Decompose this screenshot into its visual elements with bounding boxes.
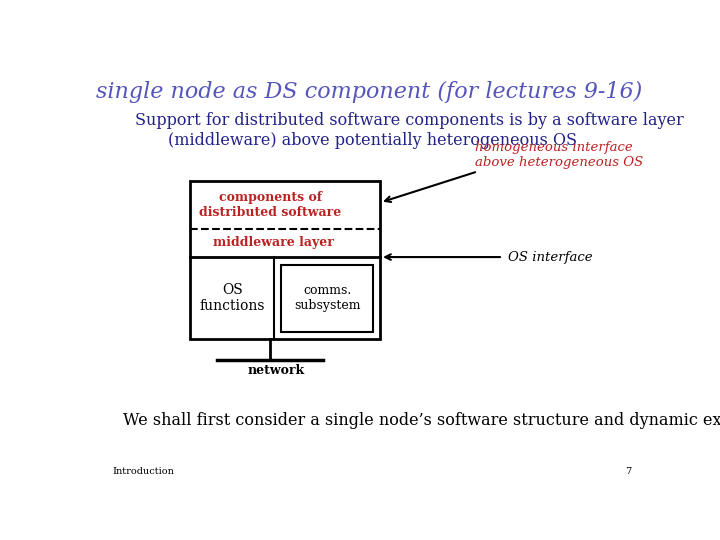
Text: Introduction: Introduction <box>112 467 174 476</box>
Bar <box>190 181 380 339</box>
Text: (middleware) above potentially heterogeneous OS: (middleware) above potentially heterogen… <box>168 132 577 149</box>
Text: components of
distributed software: components of distributed software <box>199 191 341 219</box>
Text: homogeneous interface
above heterogeneous OS: homogeneous interface above heterogeneou… <box>475 141 643 170</box>
Text: OS
functions: OS functions <box>199 283 265 313</box>
Text: 7: 7 <box>625 467 631 476</box>
Text: network: network <box>247 364 305 377</box>
Bar <box>281 265 374 332</box>
Text: Support for distributed software components is by a software layer: Support for distributed software compone… <box>135 112 683 130</box>
Text: middleware layer: middleware layer <box>213 237 334 249</box>
Text: single node as DS component (for lectures 9-16): single node as DS component (for lecture… <box>96 81 642 103</box>
Text: OS interface: OS interface <box>508 251 593 264</box>
Text: We shall first consider a single node’s software structure and dynamic execution: We shall first consider a single node’s … <box>124 412 720 429</box>
Text: comms.
subsystem: comms. subsystem <box>294 284 360 312</box>
